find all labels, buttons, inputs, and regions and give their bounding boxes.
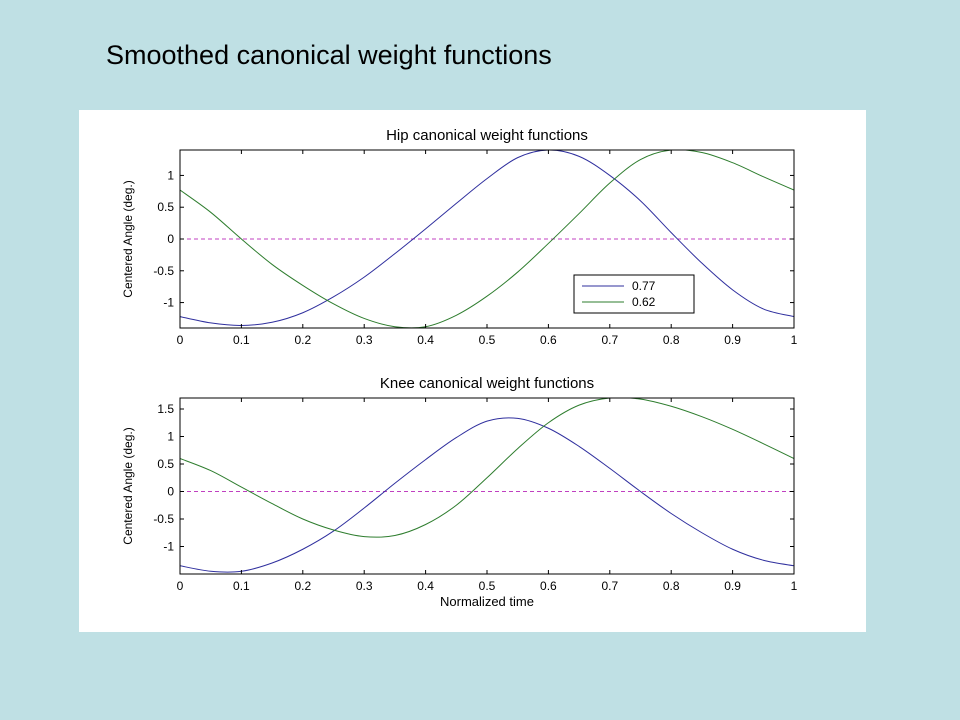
x-tick-label: 0 xyxy=(177,333,184,347)
chart-svg: 0 0.1 0.2 0.3 0.4 0.5 0.6 0.7 0.8 0.9 1 -1 -0.5 0 0.5 1… xyxy=(121,127,798,609)
chart-panel-2: 0 0.1 0.2 0.3 0.4 0.5 0.6 0.7 0.8 0.9 1 -1 -0.5 0 0.5 1… xyxy=(121,375,798,609)
x-tick-label: 0.2 xyxy=(294,579,311,593)
x-tick-label: 0.3 xyxy=(356,579,373,593)
x-tick-label: 0.5 xyxy=(479,579,496,593)
series-line-1 xyxy=(180,150,794,326)
x-tick-label: 0.4 xyxy=(417,579,434,593)
y-axis-label: Centered Angle (deg.) xyxy=(121,180,135,297)
x-axis-label: Normalized time xyxy=(440,594,534,609)
x-tick-label: 0.9 xyxy=(724,579,741,593)
x-tick-label: 1 xyxy=(791,579,798,593)
legend-label-1: 0.77 xyxy=(632,279,656,293)
x-tick-label: 0.2 xyxy=(294,333,311,347)
y-tick-label: 0 xyxy=(167,485,174,499)
plot-frame xyxy=(179,397,795,575)
y-tick-label: 0.5 xyxy=(157,457,174,471)
legend-label-2: 0.62 xyxy=(632,295,656,309)
legend-box xyxy=(573,274,695,314)
chart-title: Knee canonical weight functions xyxy=(380,375,594,392)
chart-panel-1: 0 0.1 0.2 0.3 0.4 0.5 0.6 0.7 0.8 0.9 1 -1 -0.5 0 0.5 1… xyxy=(121,127,798,347)
x-tick-label: 0 xyxy=(177,579,184,593)
x-tick-label: 1 xyxy=(791,333,798,347)
y-tick-label: 0 xyxy=(167,232,174,246)
x-tick-label: 0.1 xyxy=(233,579,250,593)
y-tick-label: -0.5 xyxy=(153,264,174,278)
legend: 0.77 0.62 xyxy=(573,274,695,314)
series-line-2 xyxy=(180,150,794,328)
series-line-2 xyxy=(180,398,794,538)
series-line-1 xyxy=(180,417,794,573)
y-tick-label: -0.5 xyxy=(153,512,174,526)
y-tick-label: 0.5 xyxy=(157,200,174,214)
x-tick-label: 0.7 xyxy=(601,579,618,593)
x-tick-label: 0.4 xyxy=(417,333,434,347)
y-tick-label: -1 xyxy=(163,296,174,310)
x-tick-label: 0.9 xyxy=(724,333,741,347)
y-tick-label: -1 xyxy=(163,540,174,554)
y-tick-label: 1.5 xyxy=(157,402,174,416)
x-tick-label: 0.1 xyxy=(233,333,250,347)
y-tick-label: 1 xyxy=(167,168,174,182)
x-tick-label: 0.8 xyxy=(663,579,680,593)
slide-title: Smoothed canonical weight functions xyxy=(106,40,552,70)
x-tick-label: 0.6 xyxy=(540,333,557,347)
y-axis-label: Centered Angle (deg.) xyxy=(121,427,135,544)
chart-title: Hip canonical weight functions xyxy=(386,127,588,144)
chart-figure: 0 0.1 0.2 0.3 0.4 0.5 0.6 0.7 0.8 0.9 1 -1 -0.5 0 0.5 1… xyxy=(79,110,866,632)
x-tick-label: 0.8 xyxy=(663,333,680,347)
x-tick-label: 0.5 xyxy=(479,333,496,347)
x-tick-label: 0.7 xyxy=(601,333,618,347)
x-tick-label: 0.6 xyxy=(540,579,557,593)
y-tick-label: 1 xyxy=(167,430,174,444)
x-tick-label: 0.3 xyxy=(356,333,373,347)
